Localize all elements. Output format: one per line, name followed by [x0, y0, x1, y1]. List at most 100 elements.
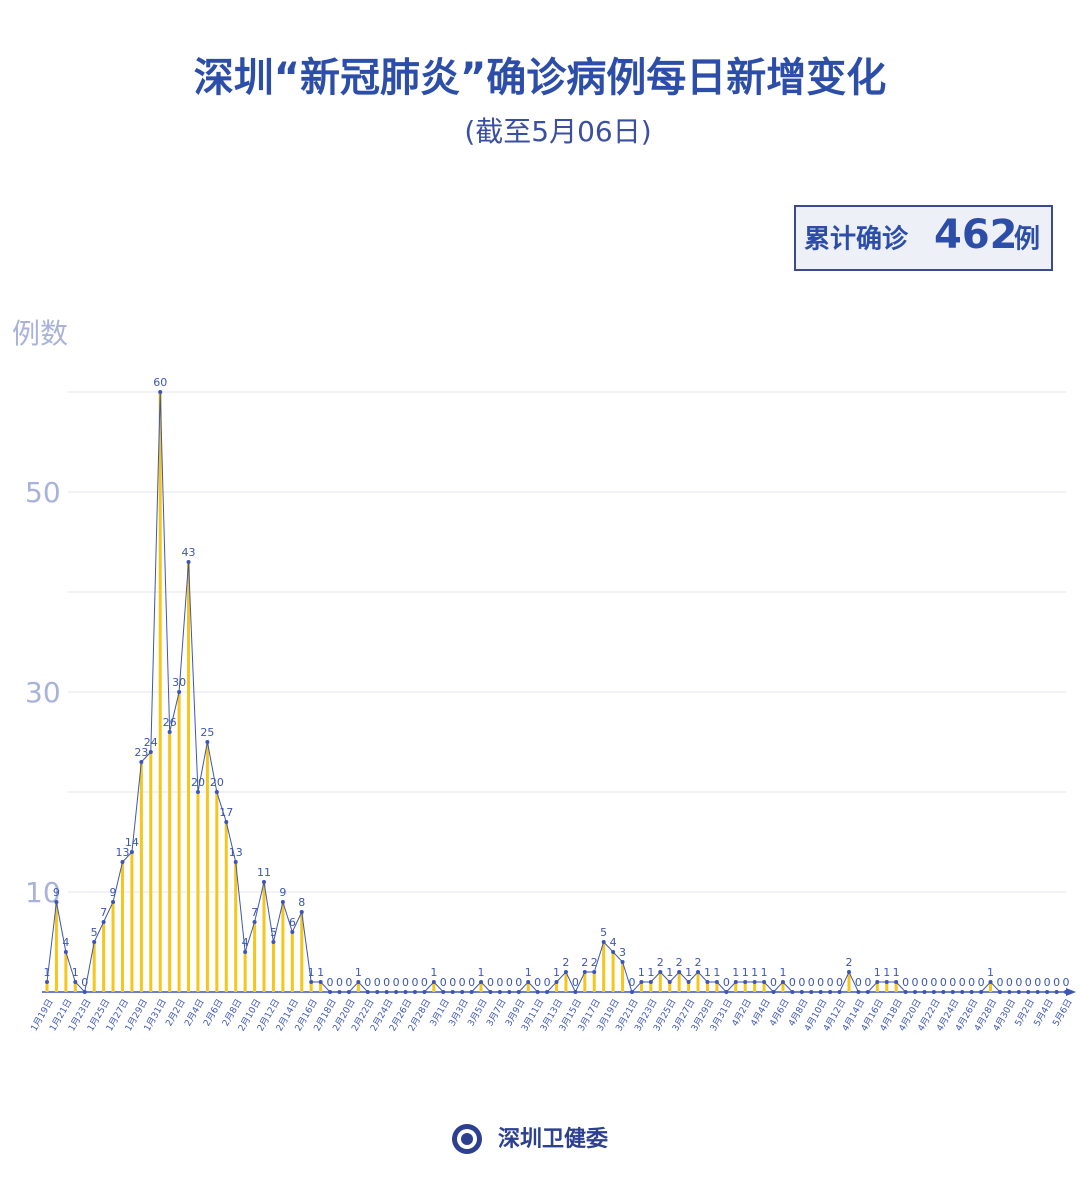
source: 深圳卫健委: [498, 1126, 608, 1152]
point: [1026, 990, 1031, 994]
bar: [894, 982, 898, 992]
bar: [356, 982, 360, 992]
point: [573, 990, 578, 994]
point: [828, 990, 833, 994]
point: [884, 980, 889, 984]
data-label: 0: [374, 976, 381, 989]
point: [177, 690, 182, 694]
point: [375, 990, 380, 994]
data-label: 2: [591, 956, 598, 969]
data-label: 0: [515, 976, 522, 989]
data-label: 1: [704, 966, 711, 979]
point: [318, 980, 323, 984]
data-label: 2: [695, 956, 702, 969]
data-label: 0: [534, 976, 541, 989]
point: [545, 990, 550, 994]
bar: [130, 852, 134, 992]
data-label: 1: [779, 966, 786, 979]
point: [299, 910, 304, 914]
point: [507, 990, 512, 994]
point: [111, 900, 116, 904]
point: [129, 850, 134, 854]
point: [158, 390, 163, 394]
data-label: 13: [229, 846, 243, 859]
bar: [649, 982, 653, 992]
y-axis-title: 例数: [12, 317, 68, 350]
bar: [479, 982, 483, 992]
data-label: 0: [723, 976, 730, 989]
y-tick-label: 10: [25, 876, 61, 909]
point: [403, 990, 408, 994]
bar: [73, 982, 77, 992]
point: [195, 790, 200, 794]
bar: [243, 952, 247, 992]
bar: [234, 862, 238, 992]
bar: [158, 392, 162, 992]
data-label: 2: [676, 956, 683, 969]
point: [120, 860, 125, 864]
point: [479, 980, 484, 984]
point: [101, 920, 106, 924]
data-label: 0: [1053, 976, 1060, 989]
bar: [592, 972, 596, 992]
point: [950, 990, 955, 994]
bar: [168, 732, 172, 992]
data-label: 1: [883, 966, 890, 979]
data-label: 0: [921, 976, 928, 989]
chart-subtitle: (截至5月06日): [464, 115, 651, 148]
data-label: 0: [864, 976, 871, 989]
data-label: 1: [742, 966, 749, 979]
point: [648, 980, 653, 984]
data-label: 2: [562, 956, 569, 969]
bar: [149, 752, 153, 992]
point: [167, 730, 172, 734]
data-label: 0: [1034, 976, 1041, 989]
bar: [885, 982, 889, 992]
point: [762, 980, 767, 984]
data-label: 26: [163, 716, 177, 729]
data-label: 11: [257, 866, 271, 879]
bar: [253, 922, 257, 992]
point: [780, 980, 785, 984]
point: [913, 990, 918, 994]
data-label: 1: [666, 966, 673, 979]
data-label: 17: [219, 806, 233, 819]
bar: [224, 822, 228, 992]
point: [969, 990, 974, 994]
bar: [139, 762, 143, 992]
point: [724, 990, 729, 994]
data-label: 0: [798, 976, 805, 989]
point: [809, 990, 814, 994]
data-label: 2: [845, 956, 852, 969]
point: [960, 990, 965, 994]
bar: [687, 982, 691, 992]
data-label: 1: [72, 966, 79, 979]
data-label: 20: [210, 776, 224, 789]
data-label: 2: [581, 956, 588, 969]
data-label: 9: [110, 886, 117, 899]
data-label: 4: [610, 936, 617, 949]
data-label: 0: [978, 976, 985, 989]
data-label: 0: [628, 976, 635, 989]
point: [54, 900, 59, 904]
point: [563, 970, 568, 974]
point: [667, 980, 672, 984]
point: [82, 990, 87, 994]
source-logo: [452, 1124, 482, 1154]
point: [601, 940, 606, 944]
point: [894, 980, 899, 984]
bar: [734, 982, 738, 992]
y-tick-label: 50: [25, 476, 61, 509]
data-label: 0: [336, 976, 343, 989]
data-label: 1: [685, 966, 692, 979]
point: [535, 990, 540, 994]
data-label: 1: [553, 966, 560, 979]
bar: [564, 972, 568, 992]
point: [526, 980, 531, 984]
bar: [319, 982, 323, 992]
x-axis-arrow: [1066, 988, 1076, 996]
bar: [432, 982, 436, 992]
total-box: [794, 205, 1053, 271]
point: [356, 980, 361, 984]
point: [1054, 990, 1059, 994]
